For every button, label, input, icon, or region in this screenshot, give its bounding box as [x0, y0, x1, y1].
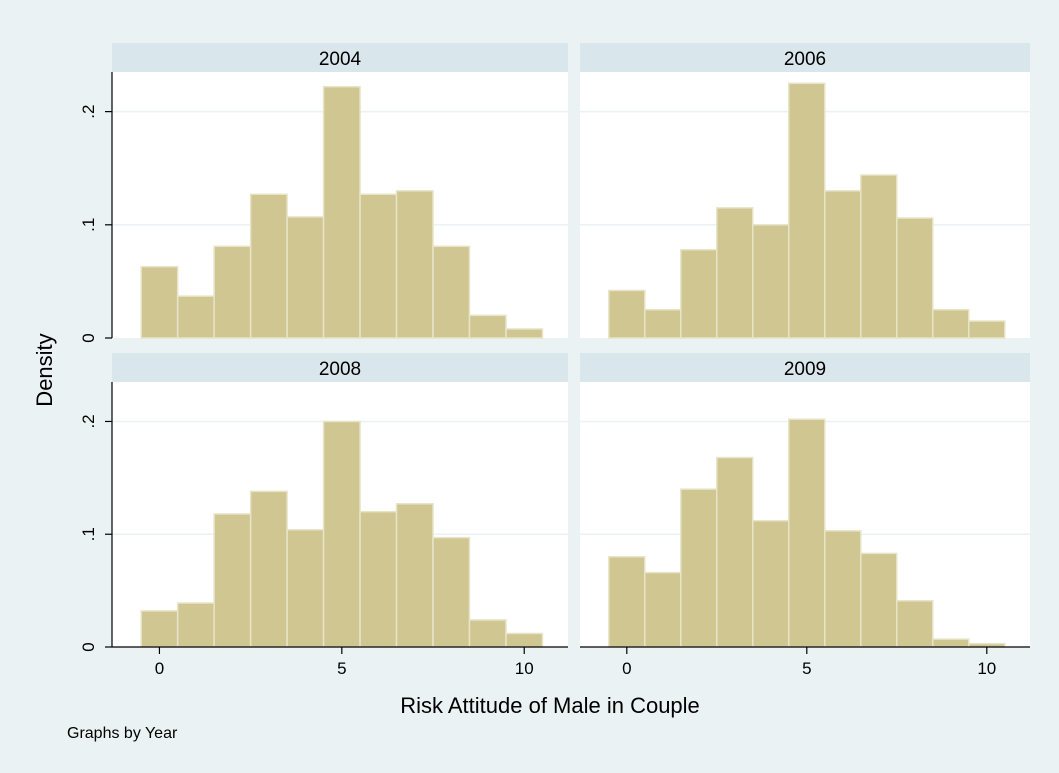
histogram-bar: [896, 600, 934, 648]
y-tick-label: .1: [79, 527, 98, 541]
histogram-bar: [176, 602, 215, 648]
histogram-bar: [932, 638, 970, 648]
histogram-bar: [468, 314, 507, 339]
x-tick-label: 0: [155, 659, 164, 678]
histogram-bar: [968, 320, 1006, 339]
y-tick-label: 0: [79, 333, 98, 342]
histogram-bar: [395, 503, 434, 648]
histogram-bar: [752, 519, 790, 648]
histogram-bar: [824, 530, 862, 648]
histogram-bar: [644, 308, 682, 339]
y-tick-label: .2: [79, 414, 98, 428]
panel-2009: 2009 0 5 10: [580, 353, 1030, 678]
histogram-bar: [432, 245, 471, 339]
panel-2006: 2006: [580, 43, 1030, 339]
histogram-bar: [359, 193, 398, 339]
histogram-bar: [716, 207, 754, 339]
y-tick-label: 0: [79, 642, 98, 651]
histogram-bar: [322, 85, 361, 339]
y-axis-title: Density: [32, 333, 57, 406]
histogram-bar: [860, 174, 898, 339]
y-tick-label: .1: [79, 218, 98, 232]
histogram-bar: [608, 289, 646, 339]
x-tick-label: 10: [977, 659, 996, 678]
histogram-bar: [249, 490, 288, 648]
panel-title: 2004: [319, 49, 362, 70]
histogram-bar: [752, 224, 790, 339]
histogram-bar: [286, 528, 325, 648]
histogram-bar: [788, 418, 826, 648]
histogram-bar: [824, 190, 862, 339]
histogram-bar: [213, 513, 252, 648]
panel-title: 2006: [784, 49, 826, 70]
panel-title: 2009: [784, 359, 826, 380]
histogram-bar: [788, 82, 826, 339]
x-tick-label: 5: [802, 659, 811, 678]
histogram-bar: [680, 488, 718, 648]
panel-strip: [112, 43, 568, 72]
histogram-bar: [395, 190, 434, 339]
histogram-bar: [359, 510, 398, 648]
panel-title: 2008: [319, 359, 361, 380]
panel-2004: 2004 0 .1 .2: [79, 43, 568, 343]
histogram-bar: [644, 571, 682, 648]
graphs-by-note: Graphs by Year: [67, 725, 178, 742]
panel-strip: [580, 353, 1030, 382]
panel-2008: 2008 0 .1 .2 0 5 10: [79, 353, 568, 678]
histogram-bar: [249, 193, 288, 339]
histogram-bar: [860, 552, 898, 648]
histogram-bar: [608, 556, 646, 648]
histogram-bar: [286, 216, 325, 339]
histogram-bar: [896, 217, 934, 339]
histogram-bar: [505, 632, 544, 648]
x-tick-label: 10: [515, 659, 534, 678]
histogram-bar: [176, 295, 215, 339]
histogram-bar: [505, 328, 544, 339]
histogram-bar: [680, 248, 718, 339]
histogram-bar: [213, 245, 252, 339]
panel-strip: [580, 43, 1030, 72]
panel-strip: [112, 353, 568, 382]
histogram-bar: [432, 536, 471, 648]
histogram-bar: [932, 308, 970, 339]
panels-layer: 2004 0 .1 .2 2006 2008 0 .1 .2 0 5 10 2009 0 5 10: [79, 43, 1030, 678]
histogram-bar: [322, 420, 361, 648]
x-tick-label: 0: [622, 659, 631, 678]
histogram-bar: [140, 265, 179, 339]
histogram-bar: [468, 619, 507, 648]
histogram-bar: [716, 456, 754, 648]
x-axis-title: Risk Attitude of Male in Couple: [400, 693, 700, 718]
x-tick-label: 5: [337, 659, 346, 678]
histogram-bar: [140, 610, 179, 648]
y-tick-label: .2: [79, 105, 98, 119]
